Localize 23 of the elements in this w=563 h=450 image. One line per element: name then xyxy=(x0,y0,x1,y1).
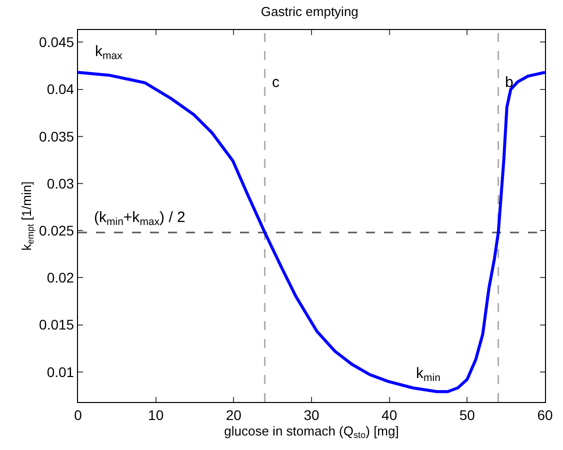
x-axis-title: glucose in stomach (Q$_{sto}$) [mg] xyxy=(224,424,399,440)
line-series xyxy=(78,70,545,394)
y-tick-label: 0.01 xyxy=(46,364,74,380)
ref-line-label: c xyxy=(272,74,280,91)
y-tick-label: 0.015 xyxy=(39,316,74,333)
y-tick-label: 0.045 xyxy=(39,34,74,50)
x-tick-label: 50 xyxy=(459,406,476,423)
ref-line-label: (k$_{min}$+k$_{max}$) / 2 xyxy=(94,209,186,228)
y-tick-label: 0.025 xyxy=(39,222,74,238)
x-tick-label: 10 xyxy=(148,406,164,423)
annotation: k$_{max}$ xyxy=(95,43,124,62)
y-tick-label: 0.04 xyxy=(46,81,74,98)
annotation: k$_{min}$ xyxy=(416,365,441,384)
x-tick-label: 40 xyxy=(382,406,398,423)
x-tick-label: 20 xyxy=(226,406,242,423)
y-tick-label: 0.02 xyxy=(46,270,74,286)
y-tick-label: 0.03 xyxy=(46,175,74,192)
chart-title: Gastric emptying xyxy=(260,4,358,19)
x-tick-label: 30 xyxy=(304,406,320,423)
x-tick-label: 0 xyxy=(74,406,82,423)
ref-line-label: b xyxy=(505,74,514,91)
y-tick-label: 0.035 xyxy=(39,128,74,144)
x-tick-label: 60 xyxy=(537,406,553,423)
